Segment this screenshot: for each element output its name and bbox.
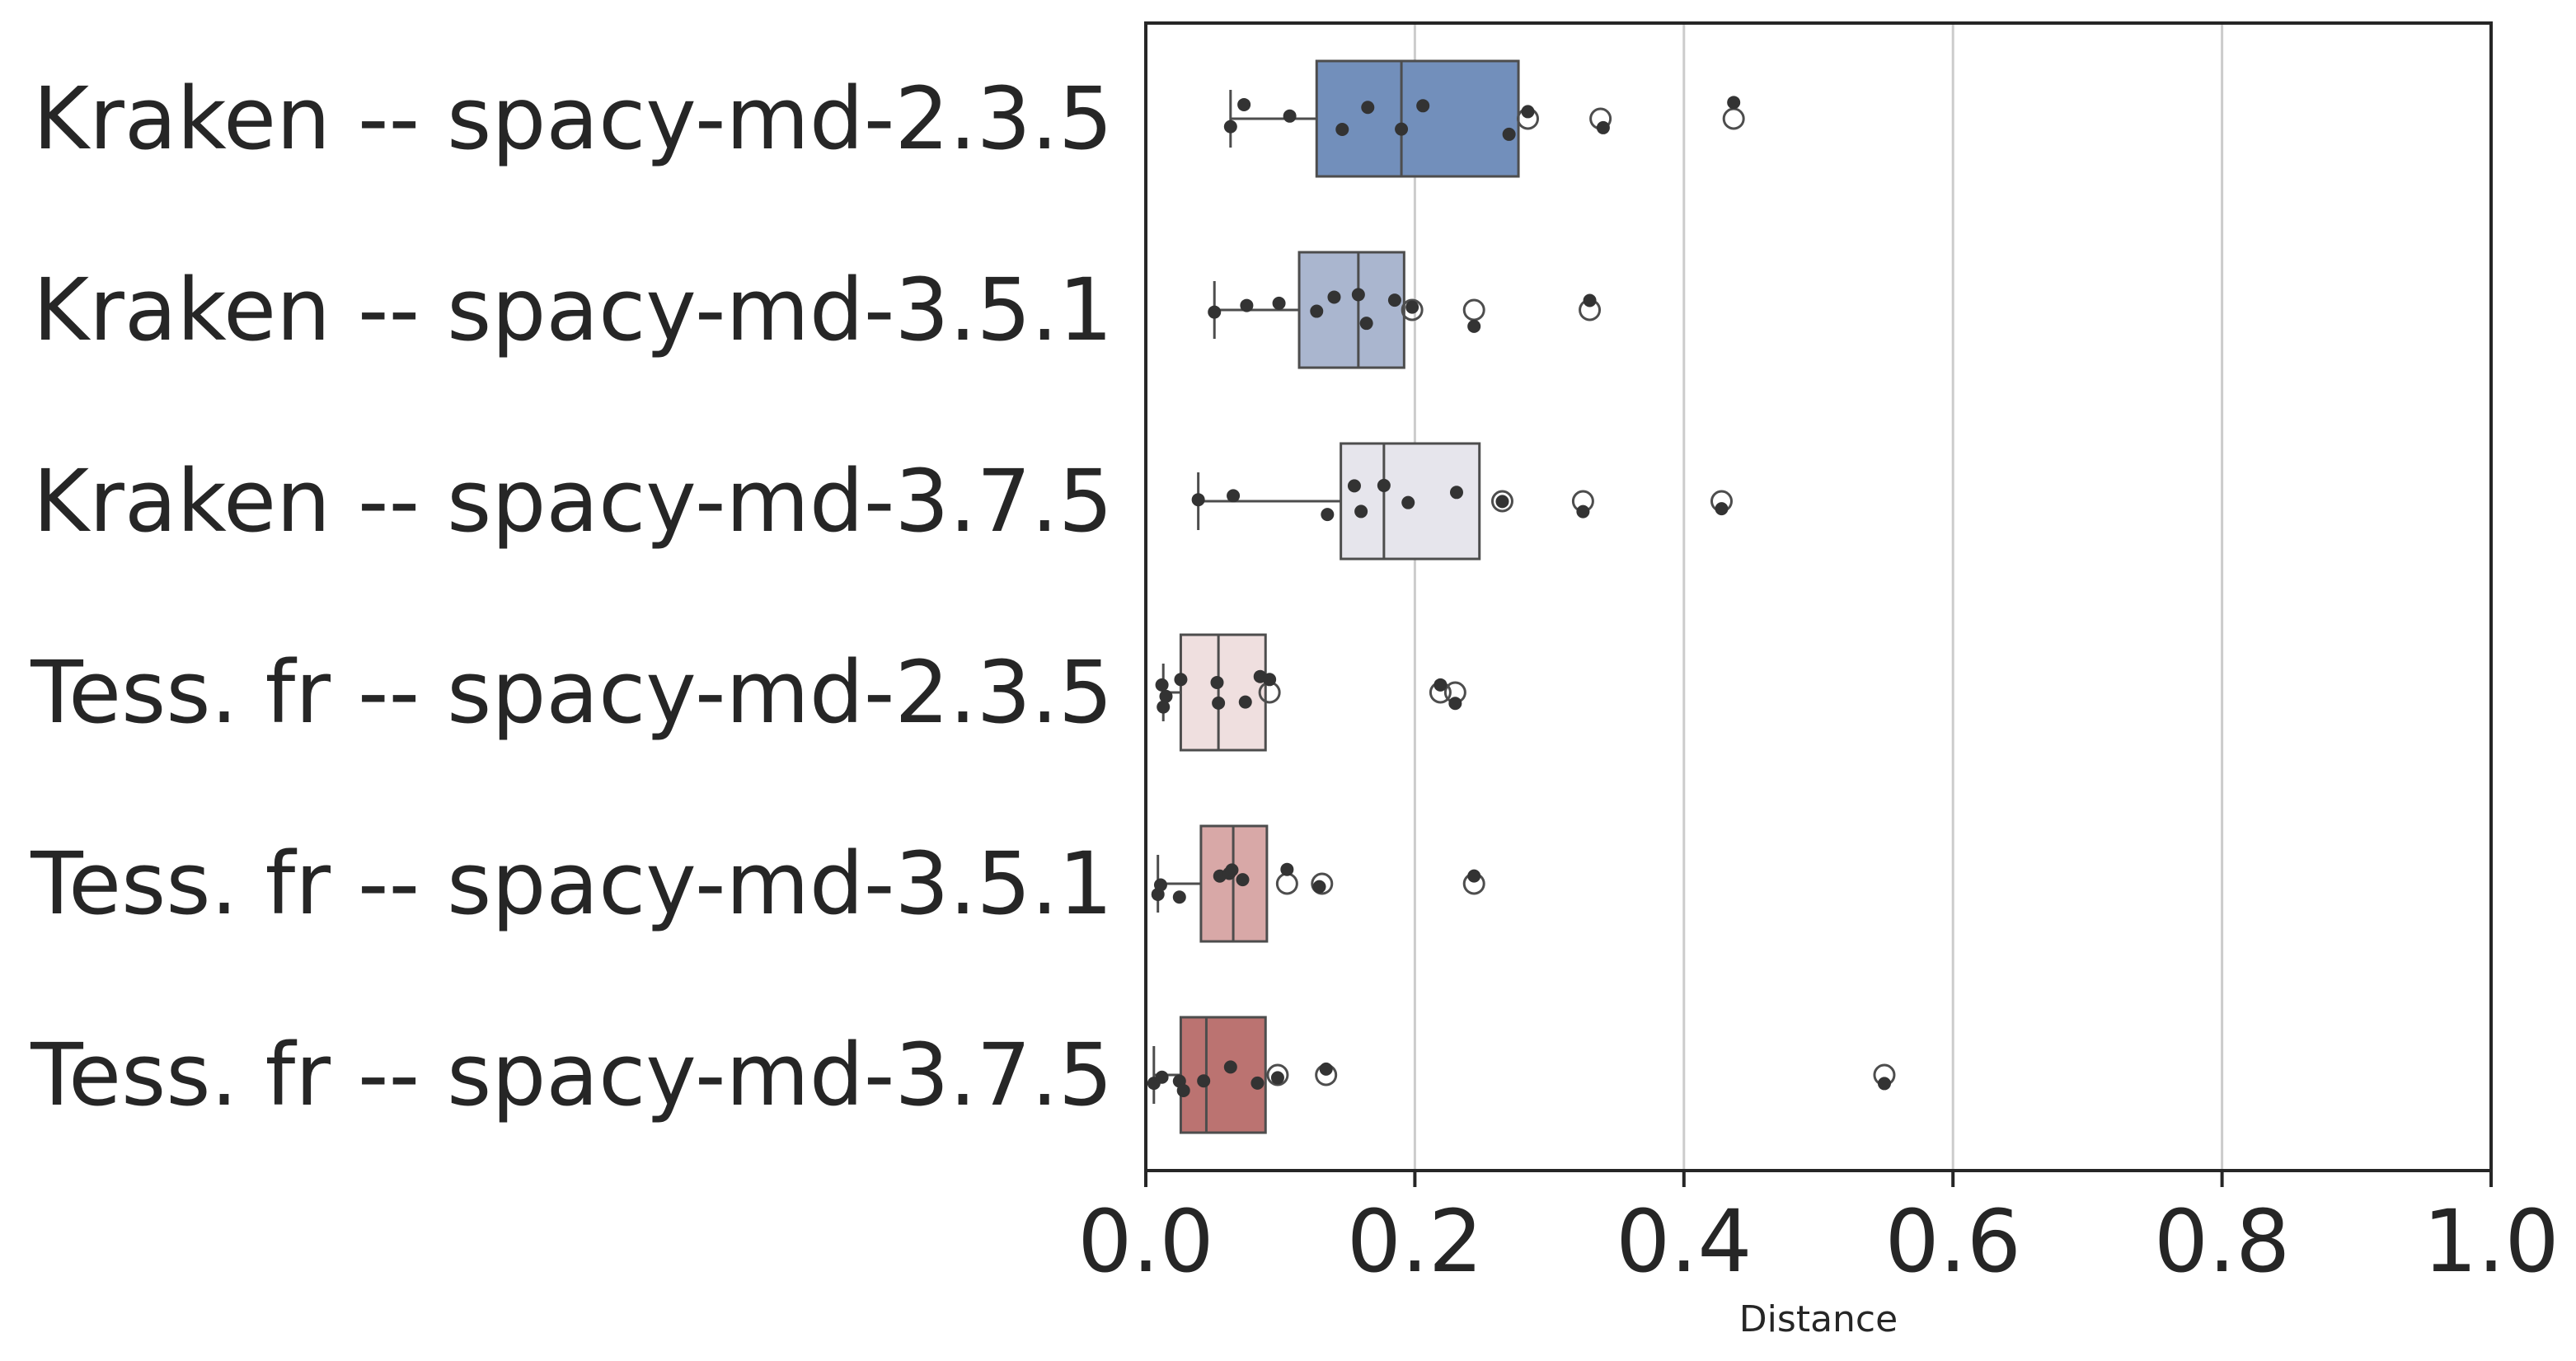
point-4-2 [1172,890,1186,904]
point-3-8 [1263,673,1277,687]
flier-4-1 [1311,872,1334,895]
point-4-8 [1312,880,1326,894]
point-2-2 [1321,508,1335,522]
point-1-5 [1351,288,1365,302]
box-group-3 [1155,633,1466,752]
point-2-8 [1495,495,1509,509]
point-2-5 [1377,478,1391,492]
category-label-4: Tess. fr -- spacy-md-3.5.1 [30,833,1113,934]
point-3-9 [1433,678,1448,692]
point-1-7 [1387,293,1401,307]
point-1-3 [1310,304,1324,318]
point-2-10 [1715,502,1729,516]
point-1-9 [1467,319,1481,333]
point-2-1 [1227,489,1241,503]
point-5-7 [1270,1071,1284,1085]
point-0-7 [1502,127,1516,141]
point-0-8 [1521,105,1535,119]
box-group-5 [1147,1016,1896,1134]
x-tick-label-0: 0.0 [1077,1191,1213,1292]
flier-2-0 [1490,490,1513,513]
x-tick-label-2: 0.4 [1616,1191,1752,1292]
point-0-6 [1416,99,1430,113]
box-3 [1179,633,1267,752]
point-1-10 [1583,293,1597,307]
category-labels: Kraken -- spacy-md-2.3.5 Kraken -- spacy-… [30,68,1113,1125]
category-label-0: Kraken -- spacy-md-2.3.5 [33,68,1113,169]
box-group-1 [1208,251,1602,369]
point-2-0 [1191,493,1205,507]
box-group-4 [1151,824,1485,943]
category-label-5: Tess. fr -- spacy-md-3.7.5 [30,1025,1113,1125]
point-5-8 [1319,1062,1333,1076]
point-1-6 [1359,317,1373,331]
point-0-4 [1361,101,1375,115]
point-0-10 [1727,96,1741,110]
point-2-7 [1449,486,1463,500]
point-3-0 [1155,678,1169,692]
box-5 [1179,1016,1267,1134]
x-axis: 0.0 0.2 0.4 0.6 0.8 1.0 [1077,21,2560,1292]
point-5-4 [1197,1074,1211,1088]
x-tick-label-4: 0.8 [2154,1191,2290,1292]
point-0-2 [1283,109,1297,123]
point-3-5 [1212,696,1226,710]
point-2-3 [1347,479,1361,493]
point-0-0 [1223,120,1237,134]
x-tick-label-5: 1.0 [2423,1191,2559,1292]
point-0-3 [1335,123,1349,137]
category-label-2: Kraken -- spacy-md-3.7.5 [33,451,1113,551]
category-label-1: Kraken -- spacy-md-3.5.1 [33,260,1113,360]
point-1-0 [1208,305,1222,319]
point-2-4 [1354,505,1368,519]
point-1-8 [1405,300,1419,314]
category-label-3: Tess. fr -- spacy-md-2.3.5 [30,642,1113,743]
point-0-9 [1596,120,1610,134]
point-5-9 [1877,1077,1891,1091]
box-group-2 [1191,442,1733,561]
point-0-1 [1237,97,1251,111]
point-5-5 [1223,1060,1237,1074]
point-3-6 [1238,695,1252,709]
x-tick-label-3: 0.6 [1884,1191,2020,1292]
point-1-2 [1272,296,1286,310]
point-4-6 [1236,873,1250,887]
point-1-4 [1327,290,1341,304]
point-3-4 [1210,675,1224,689]
flier-5-0 [1266,1063,1289,1086]
point-2-6 [1401,495,1415,509]
x-tick-label-1: 0.2 [1347,1191,1483,1292]
plot-area [1147,59,1896,1134]
point-3-10 [1448,697,1462,711]
point-4-9 [1467,869,1481,883]
point-4-1 [1153,878,1167,892]
point-5-3 [1176,1083,1190,1097]
point-5-1 [1155,1070,1169,1084]
point-5-6 [1250,1076,1265,1090]
box-group-0 [1223,59,1745,178]
box-0 [1315,59,1520,178]
point-2-9 [1576,505,1590,519]
gridlines [1413,23,2224,1171]
point-0-5 [1395,122,1409,136]
point-3-2 [1159,689,1173,703]
axes-frame [1144,21,2493,1172]
point-1-1 [1240,298,1254,312]
point-3-3 [1174,673,1188,687]
x-axis-title: Distance [1739,1298,1898,1340]
flier-1-0 [1401,298,1424,321]
point-4-7 [1280,862,1294,876]
point-4-5 [1225,863,1239,877]
point-3-1 [1157,700,1171,714]
